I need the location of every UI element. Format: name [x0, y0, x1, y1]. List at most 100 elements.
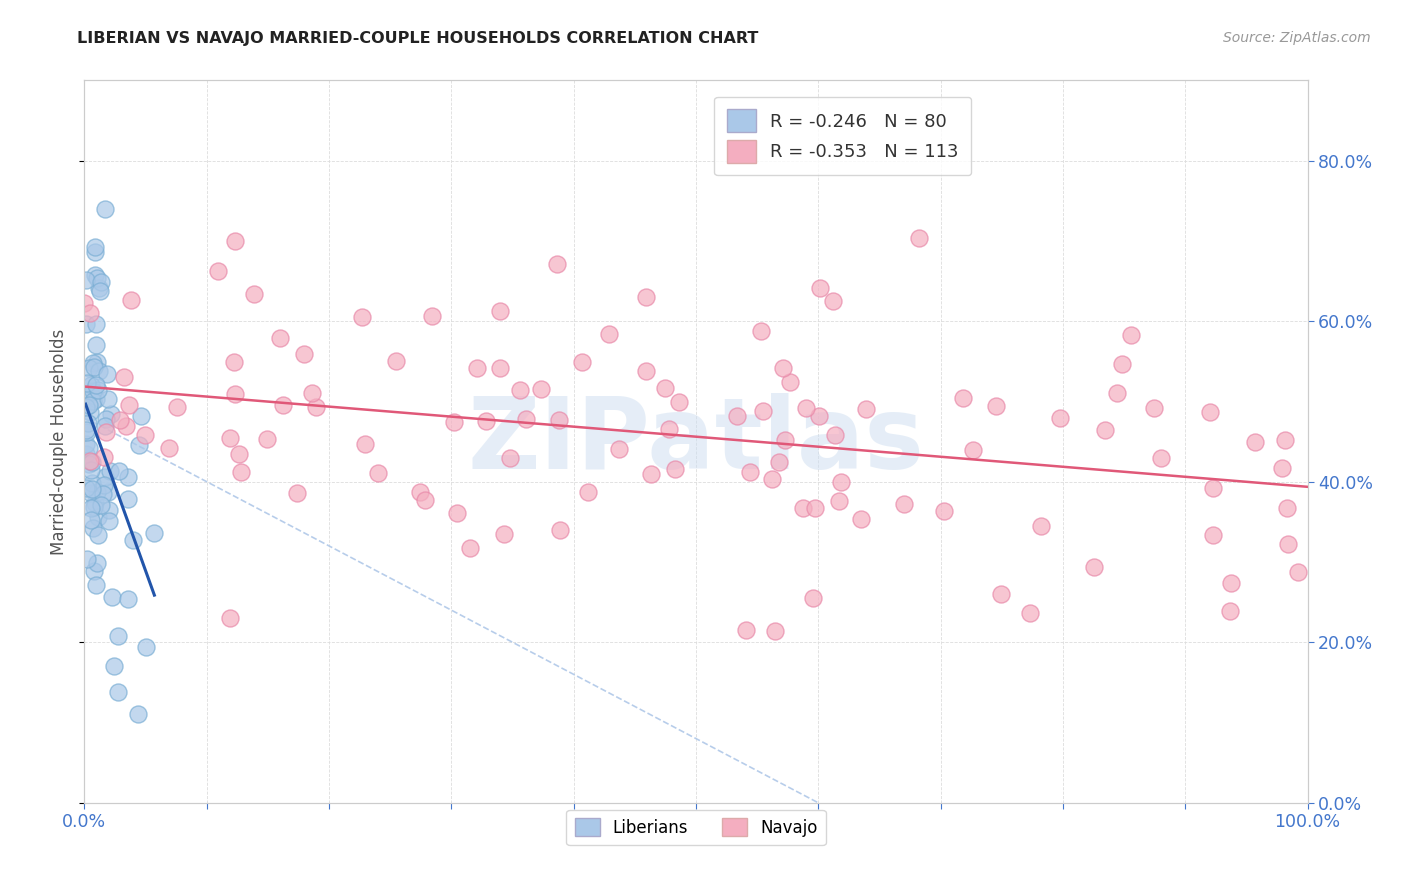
Point [962, 443, 984, 458]
Point [578, 485, 600, 500]
Point [668, 395, 690, 409]
Point [218, 431, 240, 445]
Point [218, 611, 240, 625]
Point [84, 268, 107, 282]
Point [1150, 451, 1173, 466]
Point [446, 506, 468, 520]
Point [77, 457, 100, 471]
Point [1029, 519, 1052, 533]
Point [75, 423, 97, 437]
Point [849, 512, 872, 526]
Point [143, 525, 166, 540]
Point [82, 384, 104, 399]
Point [122, 533, 145, 547]
Point [773, 433, 796, 447]
Point [75, 437, 97, 451]
Point [84, 392, 107, 407]
Point [855, 402, 877, 417]
Point [350, 310, 373, 325]
Point [353, 437, 375, 451]
Point [654, 381, 676, 395]
Point [76, 552, 98, 566]
Point [492, 526, 515, 541]
Point [752, 403, 775, 417]
Point [166, 400, 188, 414]
Point [772, 360, 794, 375]
Point [571, 354, 593, 368]
Point [80, 482, 103, 496]
Point [93, 478, 115, 492]
Point [269, 331, 291, 345]
Point [1107, 385, 1129, 400]
Point [84, 317, 107, 331]
Point [94, 418, 117, 433]
Point [98, 514, 121, 528]
Point [1083, 560, 1105, 574]
Point [127, 706, 149, 721]
Point [134, 428, 156, 442]
Point [794, 401, 817, 415]
Point [75, 317, 97, 331]
Point [1198, 404, 1220, 418]
Point [77, 398, 100, 412]
Point [1143, 401, 1166, 415]
Text: LIBERIAN VS NAVAJO MARRIED-COUPLE HOUSEHOLDS CORRELATION CHART: LIBERIAN VS NAVAJO MARRIED-COUPLE HOUSEH… [77, 31, 759, 46]
Point [990, 587, 1012, 601]
Point [489, 304, 512, 318]
Point [779, 375, 801, 389]
Point [94, 425, 117, 439]
Point [271, 398, 294, 412]
Point [761, 472, 783, 486]
Point [80, 463, 103, 477]
Point [96, 368, 118, 382]
Point [89, 285, 111, 299]
Point [530, 382, 553, 396]
Point [1220, 575, 1243, 590]
Point [763, 624, 786, 639]
Point [420, 309, 443, 323]
Point [79, 454, 101, 468]
Point [120, 293, 142, 308]
Point [823, 293, 845, 308]
Point [658, 421, 681, 435]
Point [229, 465, 252, 479]
Point [952, 391, 974, 405]
Point [83, 564, 105, 578]
Point [86, 354, 108, 368]
Point [157, 441, 180, 455]
Point [515, 412, 537, 426]
Point [1201, 528, 1223, 542]
Point [1275, 501, 1298, 516]
Point [367, 466, 389, 480]
Point [79, 386, 101, 401]
Point [808, 409, 831, 423]
Point [84, 496, 107, 510]
Point [80, 513, 103, 527]
Point [100, 407, 122, 421]
Point [84, 578, 107, 592]
Point [108, 413, 131, 427]
Point [735, 623, 758, 637]
Point [96, 411, 118, 425]
Point [107, 685, 129, 699]
Point [135, 640, 157, 654]
Point [1049, 410, 1071, 425]
Point [84, 378, 107, 392]
Point [1094, 423, 1116, 437]
Point [242, 286, 264, 301]
Point [607, 442, 630, 456]
Point [98, 464, 121, 478]
Point [77, 416, 100, 430]
Point [79, 306, 101, 320]
Point [893, 497, 915, 511]
Point [75, 273, 97, 287]
Point [1271, 461, 1294, 475]
Point [80, 486, 103, 500]
Point [128, 437, 150, 451]
Point [87, 364, 110, 378]
Point [82, 356, 104, 370]
Point [97, 484, 120, 499]
Text: ZIPatlas: ZIPatlas [468, 393, 924, 490]
Point [91, 487, 114, 501]
Point [98, 503, 121, 517]
